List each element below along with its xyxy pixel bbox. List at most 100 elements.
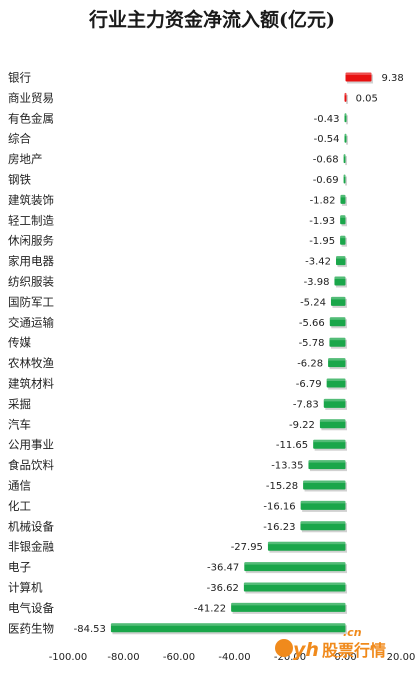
bar-highlight: [340, 215, 346, 218]
category-label: 有色金属: [8, 111, 54, 125]
category-label: 计算机: [8, 581, 43, 595]
value-label: -36.47: [207, 563, 239, 574]
category-label: 休闲服务: [8, 234, 54, 248]
bar-highlight: [344, 133, 347, 137]
bar: [110, 623, 346, 633]
bar-highlight: [244, 562, 346, 565]
value-label: -16.23: [263, 522, 295, 533]
bar-shadow: [345, 156, 347, 166]
value-label: 9.38: [382, 73, 404, 84]
value-label: -0.68: [313, 155, 339, 166]
bar: [336, 256, 346, 266]
category-label: 纺织服装: [8, 275, 54, 289]
value-label: -5.78: [299, 338, 325, 349]
category-label: 汽车: [8, 417, 31, 431]
bar-highlight: [343, 174, 346, 177]
bar-highlight: [329, 317, 346, 320]
value-label: -0.43: [314, 114, 340, 125]
bar-highlight: [343, 154, 346, 157]
bar: [323, 398, 346, 408]
value-label: -3.42: [305, 257, 331, 268]
bar: [244, 562, 346, 572]
bar: [345, 72, 372, 82]
bar: [303, 480, 346, 490]
value-label: -15.28: [266, 481, 298, 492]
bar: [300, 521, 346, 531]
category-label: 房地产: [8, 152, 43, 166]
bar-highlight: [303, 480, 346, 483]
bar-highlight: [345, 72, 372, 75]
bar: [340, 215, 346, 225]
category-label: 采掘: [8, 397, 31, 411]
value-label: -11.65: [276, 440, 308, 451]
value-label: -5.66: [299, 318, 325, 329]
bar-highlight: [110, 623, 346, 626]
bar-highlight: [328, 358, 346, 361]
category-label: 医药生物: [8, 621, 54, 635]
category-label: 商业贸易: [8, 91, 54, 105]
bar-shadow: [346, 94, 348, 104]
bar: [231, 602, 346, 612]
bar-highlight: [243, 582, 346, 585]
bar-highlight: [340, 194, 346, 198]
watermark-domain: yh: [293, 639, 319, 661]
bar: [340, 194, 346, 204]
x-tick-label: -80.00: [107, 652, 139, 663]
bar: [313, 439, 346, 449]
bar-highlight: [330, 296, 346, 300]
bar-shadow: [346, 135, 348, 145]
bar: [344, 92, 347, 102]
value-label: -84.53: [74, 624, 106, 635]
bar-highlight: [300, 500, 346, 504]
value-label: -1.82: [310, 195, 336, 206]
bar: [344, 113, 347, 123]
bar-highlight: [313, 439, 346, 443]
x-axis: -100.00 -80.00 -60.00 -40.00 -20.00 0.00 20.00: [49, 652, 415, 663]
value-label: -41.22: [194, 603, 226, 614]
value-label: -6.79: [296, 379, 322, 390]
value-label: -16.16: [263, 501, 295, 512]
bar: [334, 276, 346, 286]
bar: [344, 133, 347, 143]
category-label: 综合: [8, 132, 31, 146]
category-label: 家用电器: [8, 254, 54, 268]
bar: [330, 296, 346, 306]
bar-highlight: [344, 92, 347, 96]
category-label: 交通运输: [8, 315, 54, 329]
x-tick-label: 20.00: [387, 652, 415, 663]
value-label: -27.95: [231, 542, 263, 553]
category-label: 轻工制造: [8, 213, 54, 227]
bar: [319, 419, 346, 429]
bar-highlight: [308, 460, 346, 463]
bar-shadow: [346, 115, 348, 125]
bar-highlight: [326, 378, 346, 381]
value-label: -3.98: [304, 277, 330, 288]
bar-highlight: [336, 256, 346, 259]
bar-highlight: [344, 113, 347, 116]
category-label: 钢铁: [8, 173, 31, 187]
bars-group: 银行 9.38 商业贸易 0.05 有色金属 -0.43 综合 -0.54 房地产 -0.68 钢铁…: [8, 71, 404, 636]
watermark-text: 股票行情: [322, 641, 386, 660]
bar: [267, 541, 346, 551]
x-tick-label: -40.00: [218, 652, 250, 663]
category-label: 建筑材料: [8, 377, 54, 391]
bar-highlight: [323, 398, 346, 402]
category-label: 电子: [8, 560, 31, 574]
x-tick-label: 0.00: [334, 652, 356, 663]
value-label: -13.35: [271, 461, 303, 472]
bar-highlight: [329, 337, 346, 341]
value-label: -0.69: [313, 175, 339, 186]
bar: [326, 378, 346, 388]
bar: [329, 317, 346, 327]
category-label: 化工: [8, 499, 31, 513]
bar-highlight: [231, 602, 346, 606]
category-label: 非银金融: [8, 540, 54, 554]
category-label: 传媒: [8, 336, 31, 350]
watermark-suffix: .cn: [343, 626, 362, 639]
chart-title: 行业主力资金净流入额(亿元): [88, 8, 335, 31]
x-tick-label: -20.00: [274, 652, 306, 663]
watermark: yh .cn 股票行情: [275, 626, 386, 661]
bar: [243, 582, 346, 592]
category-label: 通信: [8, 479, 31, 493]
bar-highlight: [334, 276, 346, 279]
